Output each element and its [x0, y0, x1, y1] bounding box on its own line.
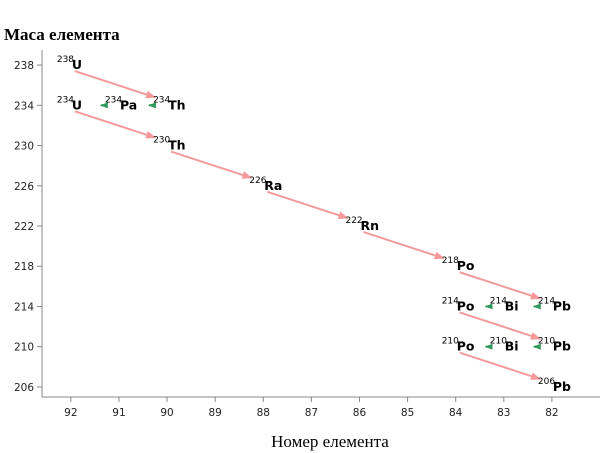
- isotope-mass-label: 234: [57, 95, 74, 105]
- isotope-symbol-label: U: [72, 57, 82, 72]
- isotope-mass-label: 234: [105, 95, 122, 105]
- isotope-mass-label: 214: [490, 296, 507, 306]
- isotope-symbol-label: Bi: [505, 339, 519, 354]
- isotope-symbol-label: Pb: [553, 298, 571, 313]
- y-tick-label: 210: [14, 342, 34, 354]
- isotope-symbol-label: Rn: [360, 218, 379, 233]
- isotope-symbol-label: Po: [457, 339, 475, 354]
- isotope-mass-label: 218: [442, 256, 459, 266]
- isotope-symbol-label: U: [72, 97, 82, 112]
- isotope-mass-label: 238: [57, 55, 74, 65]
- alpha-decay-arrow: [459, 351, 541, 380]
- y-tick-label: 226: [14, 181, 34, 193]
- x-tick-label: 92: [64, 407, 77, 419]
- isotope-mass-label: 222: [345, 216, 362, 226]
- isotope-mass-label: 214: [538, 296, 555, 306]
- alpha-decay-arrow: [459, 271, 541, 300]
- isotope-mass-label: 214: [442, 296, 459, 306]
- x-tick-label: 82: [545, 407, 558, 419]
- y-axis-label: Маса елемента: [4, 25, 120, 44]
- alpha-decay-arrow: [170, 150, 253, 179]
- isotope-symbol-label: Th: [168, 97, 185, 112]
- isotope-symbol-label: Bi: [505, 298, 519, 313]
- isotope-mass-label: 226: [249, 176, 266, 186]
- x-tick-label: 90: [160, 407, 173, 419]
- isotope-mass-label: 206: [538, 377, 555, 387]
- alpha-decay-arrow: [266, 190, 349, 220]
- y-tick-label: 218: [14, 261, 34, 273]
- isotope-symbol-label: Po: [457, 298, 475, 313]
- decay-arrows: [74, 70, 541, 380]
- isotope-symbol-label: Pb: [553, 339, 571, 354]
- y-tick-label: 222: [14, 221, 34, 233]
- y-tick-label: 230: [14, 141, 34, 153]
- x-ticks: 92 91 90 89 88 87 86 85 84 83 82: [64, 397, 559, 419]
- y-tick-label: 206: [14, 382, 34, 394]
- y-tick-label: 238: [14, 60, 34, 72]
- isotope-mass-label: 210: [490, 337, 507, 347]
- isotope-symbol-label: Po: [457, 258, 475, 273]
- isotope-mass-label: 210: [442, 337, 459, 347]
- x-tick-label: 87: [305, 407, 318, 419]
- alpha-decay-arrow: [74, 70, 157, 99]
- isotope-symbol-label: Pa: [120, 97, 137, 112]
- x-tick-label: 83: [497, 407, 510, 419]
- alpha-decay-arrow: [459, 311, 541, 340]
- x-tick-label: 88: [257, 407, 270, 419]
- x-tick-label: 86: [353, 407, 367, 419]
- isotope-symbol-label: Th: [168, 138, 185, 153]
- x-tick-label: 91: [112, 407, 125, 419]
- x-axis-label: Номер елемента: [271, 432, 389, 451]
- alpha-decay-arrow: [363, 231, 445, 260]
- y-tick-label: 234: [14, 100, 34, 112]
- isotope-mass-label: 230: [153, 136, 170, 146]
- y-tick-label: 214: [14, 301, 34, 313]
- alpha-decay-arrow: [74, 110, 157, 139]
- isotope-symbol-label: Ra: [264, 178, 282, 193]
- x-tick-label: 85: [401, 407, 414, 419]
- x-tick-label: 89: [208, 407, 221, 419]
- isotope-mass-label: 210: [538, 337, 555, 347]
- isotope-symbol-label: Pb: [553, 379, 571, 394]
- isotope-mass-label: 234: [153, 95, 170, 105]
- y-ticks: 238 234 230 226 222 218 214 210 206: [14, 60, 42, 394]
- x-tick-label: 84: [449, 407, 463, 419]
